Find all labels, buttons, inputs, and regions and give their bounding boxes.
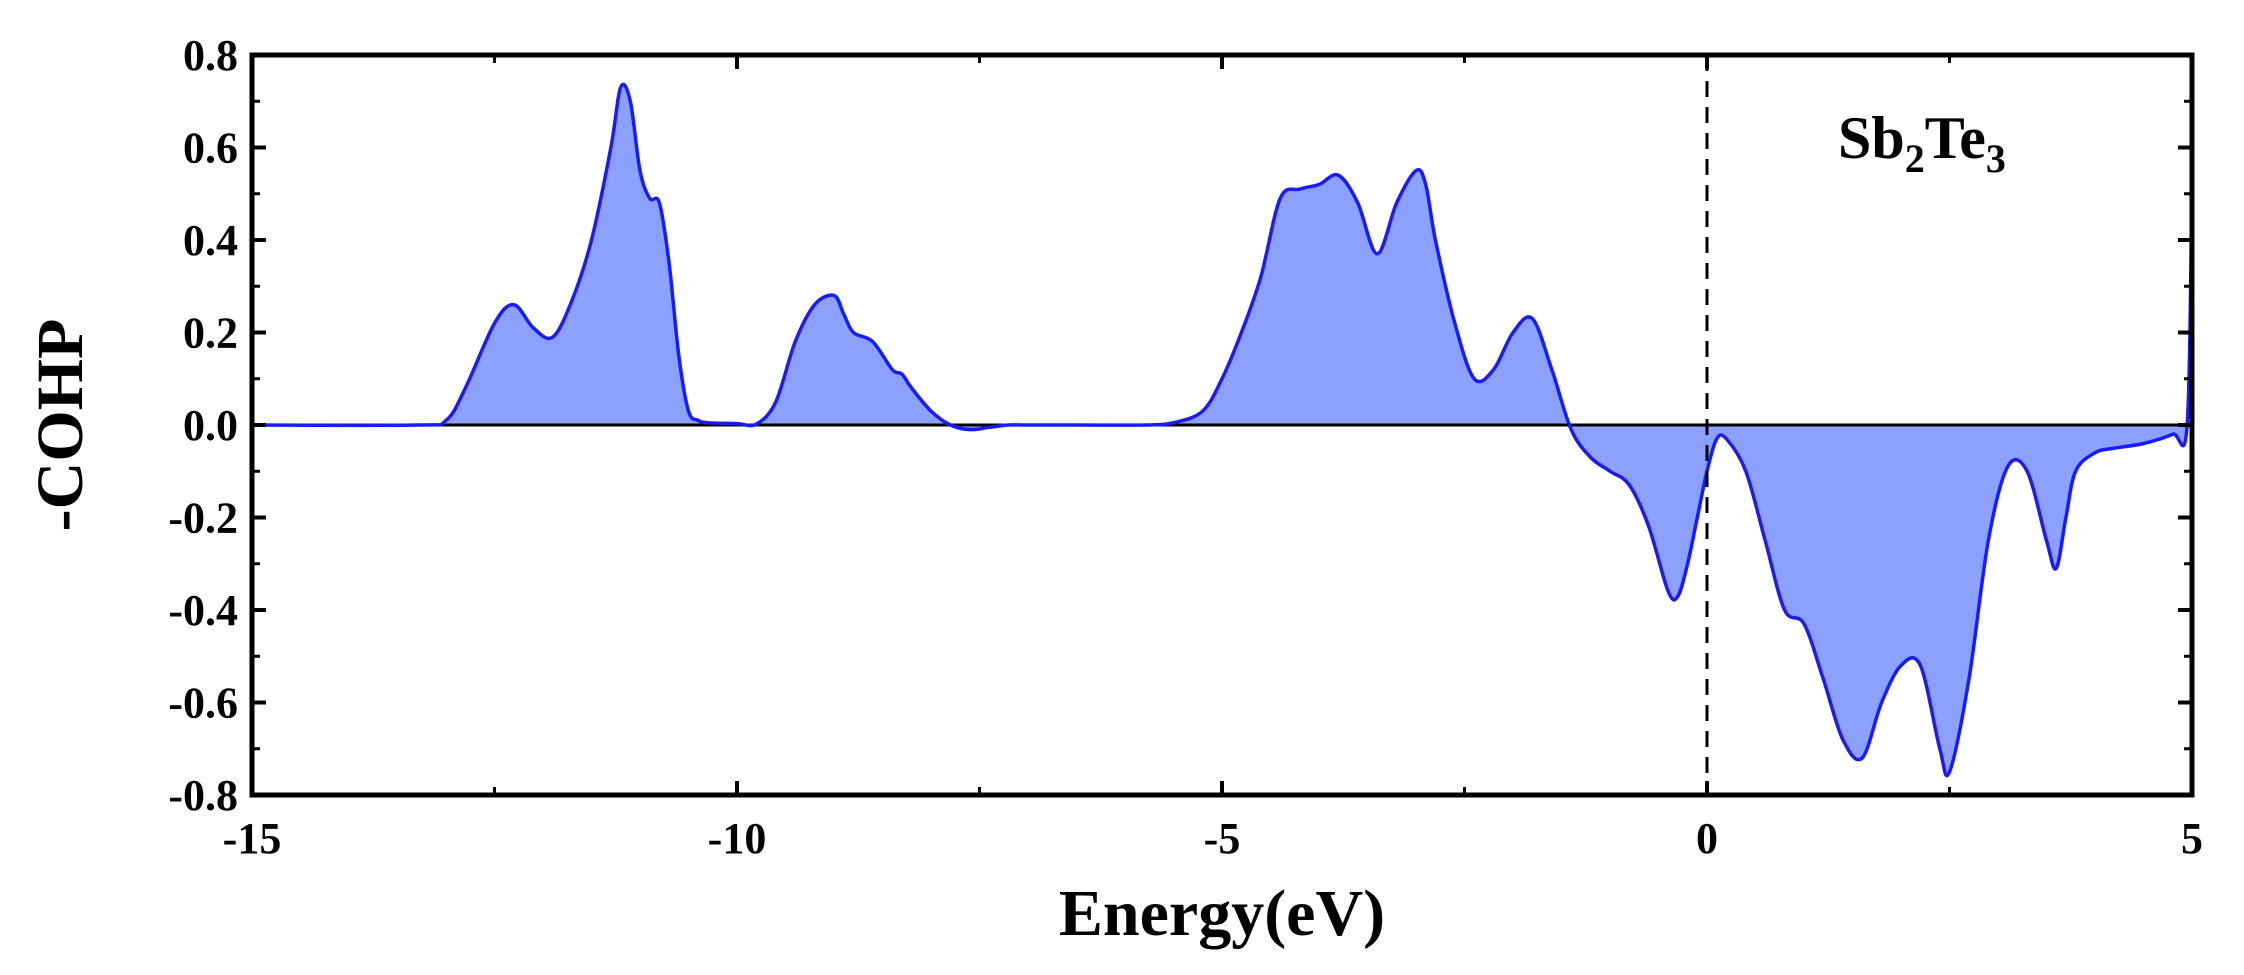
plot-area [252, 55, 2192, 795]
y-tick-label: 0.8 [183, 31, 238, 80]
y-tick-label: 0.0 [183, 401, 238, 450]
y-tick-label: -0.4 [168, 586, 238, 635]
compound-label-base: Sb [1838, 105, 1905, 171]
axis-ticks [250, 53, 2194, 797]
compound-label-mid: Te [1925, 105, 1986, 171]
y-tick-label: -0.2 [168, 494, 238, 543]
y-tick-label: 0.2 [183, 309, 238, 358]
y-tick-label: -0.6 [168, 679, 238, 728]
y-axis-title: -COHP [24, 319, 97, 532]
cohp-line [252, 82, 2192, 778]
compound-label-sub2: 3 [1986, 136, 2006, 181]
x-tick-label: -15 [223, 814, 282, 863]
compound-label: Sb2Te3 [1838, 105, 2006, 181]
compound-label-sub1: 2 [1905, 136, 1925, 181]
x-tick-label: -10 [708, 814, 767, 863]
x-tick-label: -5 [1204, 814, 1241, 863]
y-tick-label: -0.8 [168, 771, 238, 820]
series-group [252, 55, 2192, 795]
x-tick-label: 0 [1696, 814, 1718, 863]
cohp-fill-area [252, 84, 2192, 776]
y-tick-label: 0.4 [183, 216, 238, 265]
y-tick-label: 0.6 [183, 124, 238, 173]
tick-labels: -15 -10 -5 0 5 -0.8 -0.6 -0.4 -0.2 0.0 0.2 0.4 0.6 0.… [168, 31, 2203, 863]
x-axis-title: Energy(eV) [1059, 877, 1385, 950]
x-tick-label: 5 [2181, 814, 2203, 863]
